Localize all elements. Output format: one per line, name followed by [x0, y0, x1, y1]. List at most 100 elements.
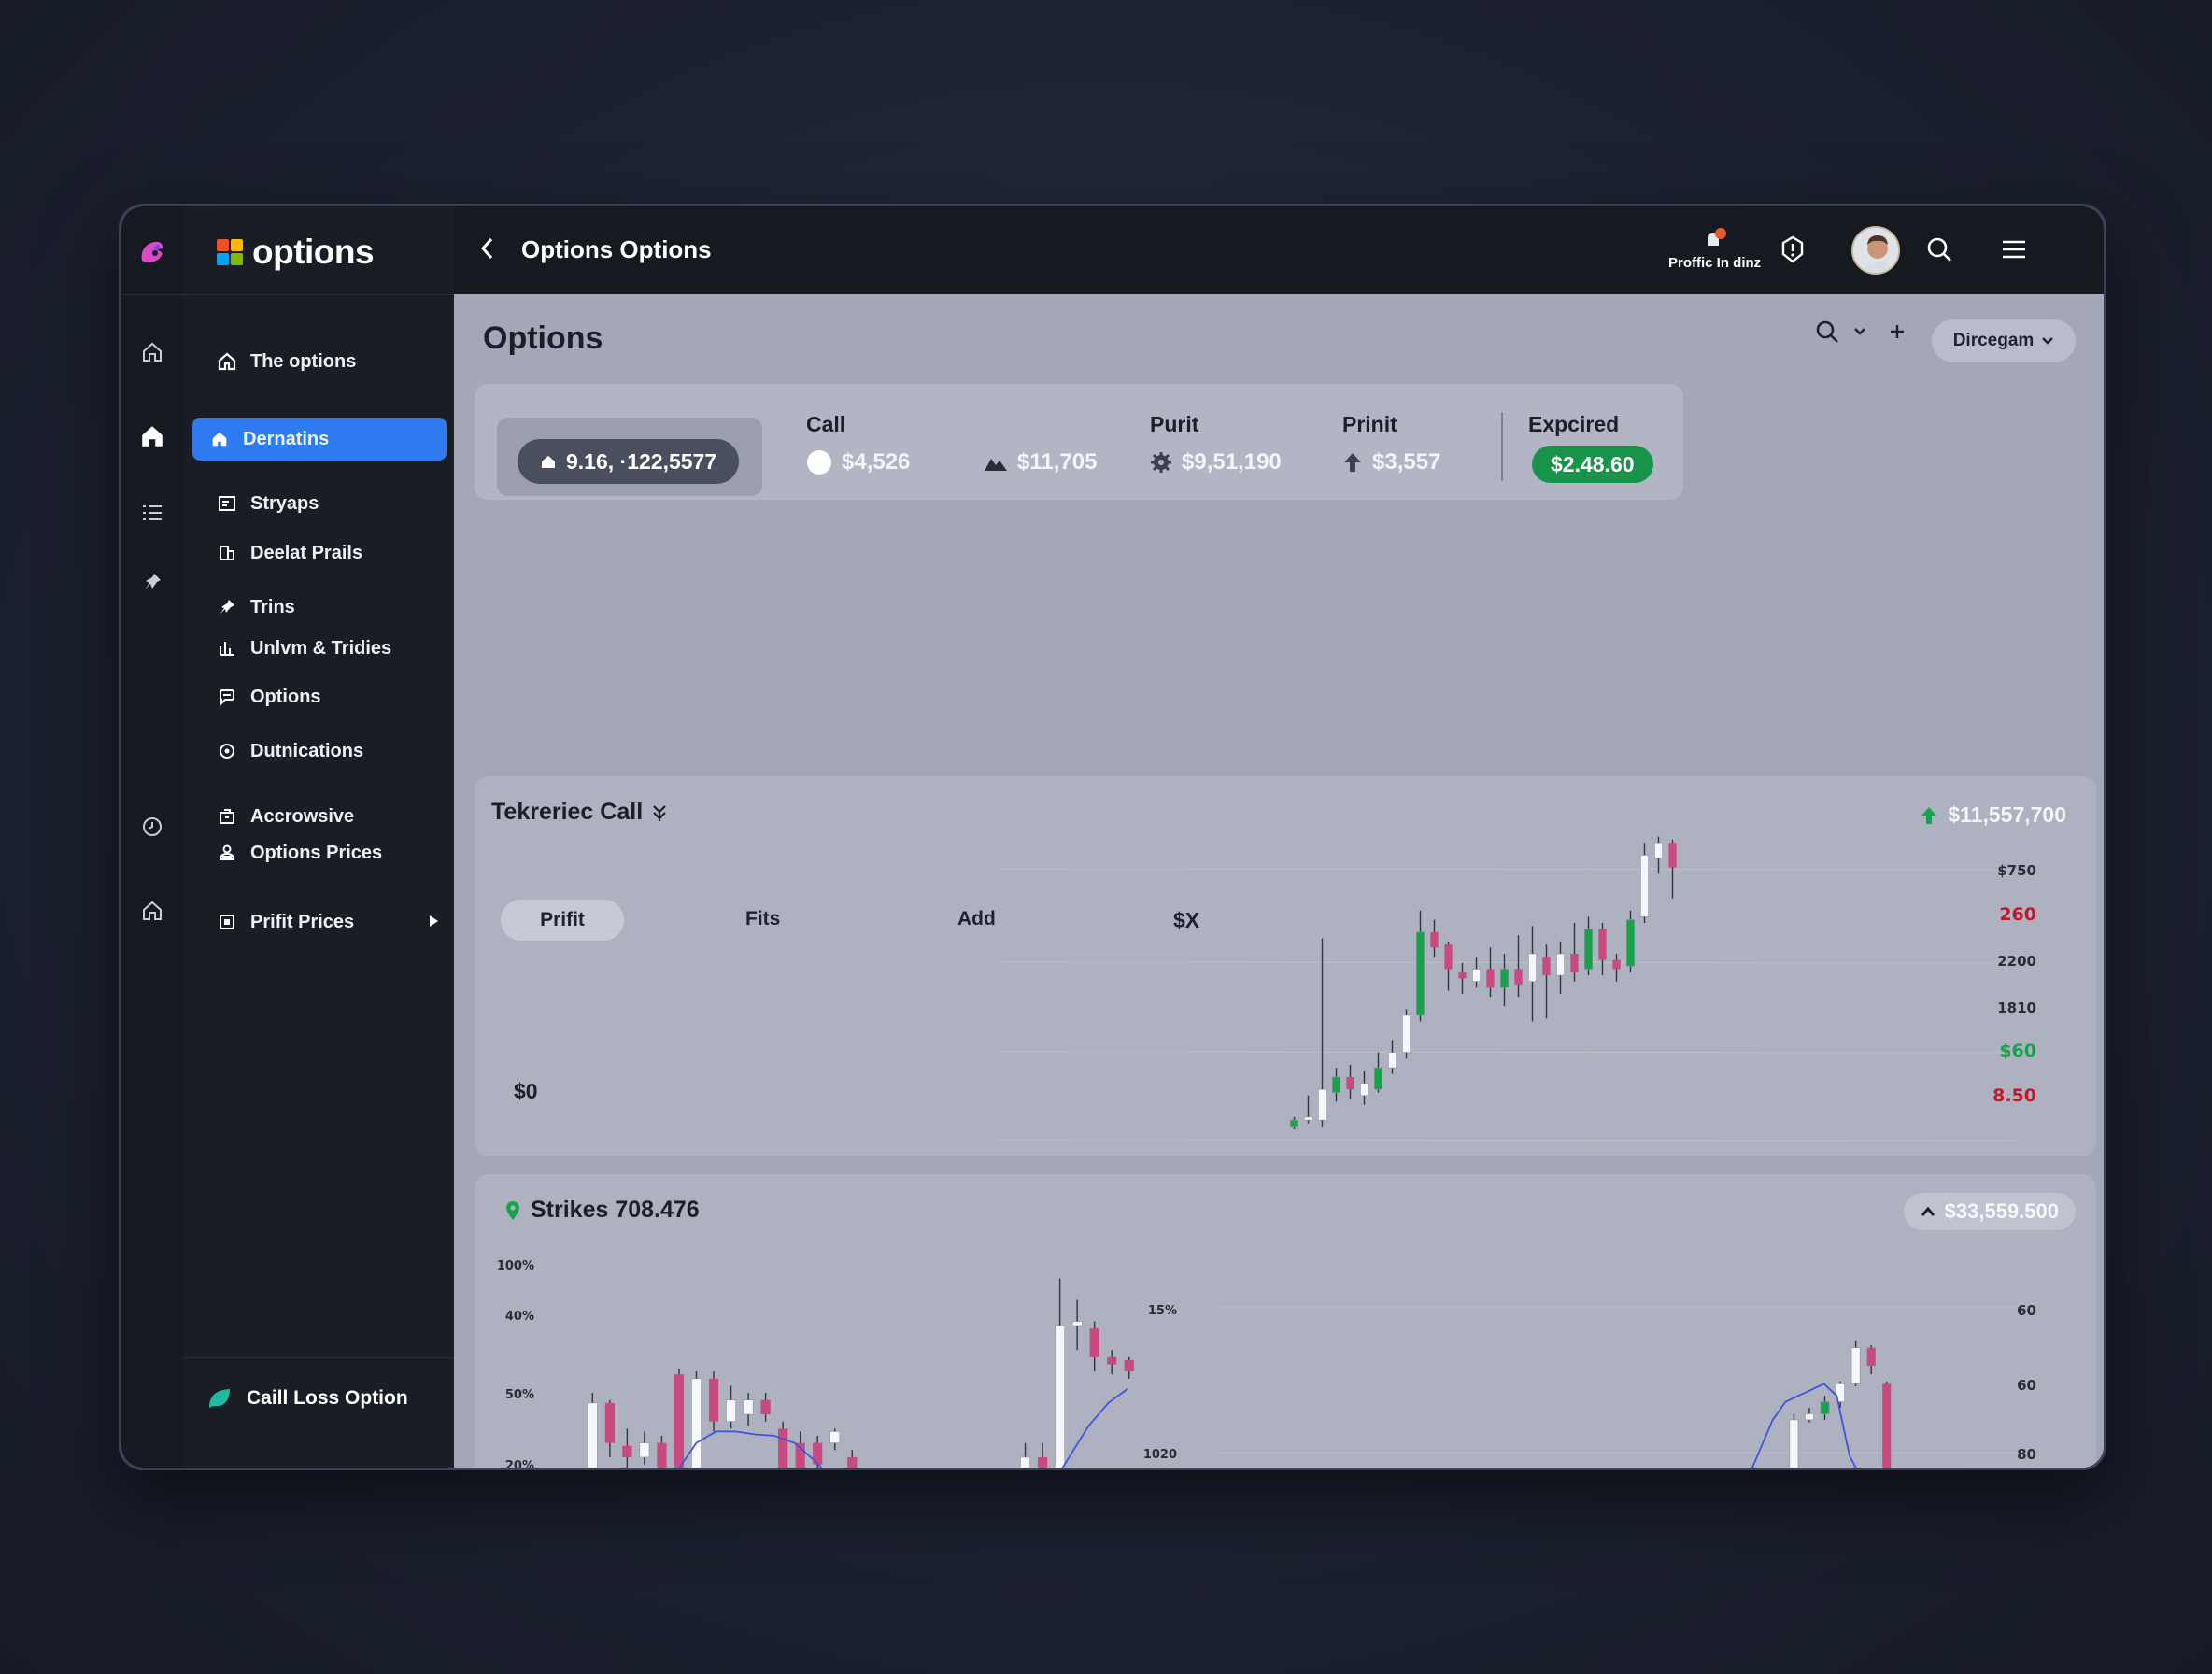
candle-body [1374, 1067, 1382, 1090]
home-outline-icon[interactable] [137, 896, 167, 926]
call-label: Call [806, 412, 846, 436]
candle-body [1402, 1014, 1411, 1053]
sidebar-item-label: The options [250, 350, 357, 372]
chevron-down-icon[interactable] [1853, 327, 1866, 336]
tab-prifit[interactable]: Prifit [501, 900, 624, 941]
candle-body [1514, 969, 1523, 985]
tab-fits[interactable]: Fits [745, 908, 781, 929]
candle-body [1290, 1119, 1298, 1128]
candle-body [1640, 855, 1649, 917]
swap-icon[interactable] [652, 803, 667, 822]
candle-body [1430, 931, 1439, 948]
candle-body [778, 1428, 788, 1468]
summary-value: 9.16, ·122,5577 [566, 448, 717, 474]
sidebar-item-the-options[interactable]: The options [200, 340, 454, 383]
sidebar-item-label: Accrowsive [250, 805, 355, 827]
call-loss-option[interactable]: Caill Loss Option [207, 1387, 408, 1410]
moving-average-line [1751, 1383, 1857, 1468]
brand[interactable]: options [217, 233, 375, 272]
back-chevron-icon[interactable] [478, 234, 497, 267]
stats-card: 9.16, ·122,5577 Call $4,526 $11,705 Puri… [475, 384, 1683, 500]
divider [121, 294, 454, 295]
chart-title-text: Tekreriec Call [491, 799, 644, 825]
sidebar-item-dutnications[interactable]: Dutnications [200, 730, 454, 773]
search-icon[interactable] [1921, 231, 1958, 268]
sidebar-item-label: Trins [250, 596, 295, 617]
chart-price-value: $11,557,700 [1948, 802, 2066, 827]
divider [1501, 412, 1503, 481]
y-axis-label: 60 [2017, 1302, 2036, 1319]
sidebar-item-label: Dutnications [250, 740, 364, 761]
prinit-label: Prinit [1342, 412, 1397, 436]
sidebar-item-label: Unlvm & Tridies [250, 637, 392, 659]
brand-name: options [252, 233, 375, 271]
candle-body [708, 1378, 719, 1422]
y-axis-label: $750 [1997, 862, 2036, 879]
home-icon [209, 429, 230, 449]
candle-body [691, 1378, 702, 1468]
pin-icon [217, 597, 237, 617]
candle-body [1836, 1383, 1845, 1402]
sidebar-item-options-prices[interactable]: Options Prices [200, 831, 454, 874]
candle-body [674, 1374, 685, 1468]
sidebar-item-deelat-prails[interactable]: Deelat Prails [200, 532, 454, 575]
expired-label: Expcired [1528, 412, 1620, 436]
y-axis-label: $60 [1999, 1041, 2036, 1061]
call-value: $4,526 [806, 449, 910, 475]
chart-price-pill[interactable]: $33,559.500 [1903, 1193, 2076, 1230]
sidebar-item-options[interactable]: Options [200, 675, 454, 718]
layout-icon [217, 493, 237, 514]
add-icon[interactable] [1889, 323, 1906, 340]
search-icon[interactable] [1814, 319, 1840, 345]
home-icon[interactable] [137, 337, 167, 367]
menu-icon[interactable] [1995, 231, 2033, 268]
candle-body [1866, 1347, 1876, 1367]
mountain-icon [985, 459, 1007, 471]
tab-x[interactable]: $X [1173, 908, 1200, 932]
candle-body [1071, 1321, 1083, 1326]
icon-rail [121, 206, 183, 1468]
notification-bell-icon [1707, 228, 1726, 246]
header-title: Options Options [521, 235, 712, 263]
top-header: Options Options Proffic In dinz [454, 206, 2104, 294]
clock-icon[interactable] [137, 812, 167, 842]
candle-body [604, 1402, 615, 1443]
candle-body [1486, 969, 1495, 988]
sidebar-item-prifit-prices[interactable]: Prifit Prices [200, 901, 454, 943]
prinit-value: $3,557 [1342, 449, 1440, 475]
candle-body [1570, 954, 1579, 972]
tab-add[interactable]: Add [957, 908, 996, 929]
pin-icon[interactable] [137, 567, 167, 597]
chevron-down-icon [2042, 337, 2054, 345]
profile-button[interactable]: Proffic In dinz [1668, 227, 1761, 271]
y-axis-label: 2200 [1997, 953, 2036, 970]
sidebar-item-label: Stryaps [250, 492, 319, 514]
sidebar-item-dernatins[interactable]: Dernatins [192, 418, 447, 461]
sidebar-item-stryaps[interactable]: Stryaps [200, 482, 454, 525]
sidebar-item-label: Prifit Prices [250, 911, 355, 932]
home-filled-icon[interactable] [137, 421, 167, 451]
divider [183, 1357, 454, 1358]
alert-icon[interactable] [1774, 231, 1811, 268]
view-dropdown[interactable]: Dircegam [1932, 319, 2076, 362]
candle-body [1318, 1088, 1326, 1121]
sidebar-item-unlvm-tridies[interactable]: Unlvm & Tridies [200, 627, 454, 670]
candle-body [1789, 1419, 1799, 1468]
sidebar-item-trins[interactable]: Trins [200, 586, 454, 629]
candle-body [1444, 944, 1453, 970]
candle-body [760, 1399, 771, 1415]
target-icon [217, 741, 237, 761]
candle-body [1458, 972, 1467, 979]
list-icon[interactable] [137, 498, 167, 528]
gridline [997, 868, 2017, 871]
chat-icon [217, 687, 237, 707]
candle-body [1850, 1347, 1861, 1384]
y-axis-label: 1810 [1997, 1000, 2036, 1016]
arrow-up-icon [1921, 806, 1937, 824]
candle-body [1107, 1356, 1117, 1365]
summary-pill[interactable]: 9.16, ·122,5577 [518, 439, 740, 484]
y-axis-label: 100% [497, 1259, 534, 1273]
candle-body [1654, 842, 1663, 858]
avatar[interactable] [1851, 226, 1900, 275]
sidebar-item-accrowsive[interactable]: Accrowsive [200, 795, 454, 838]
